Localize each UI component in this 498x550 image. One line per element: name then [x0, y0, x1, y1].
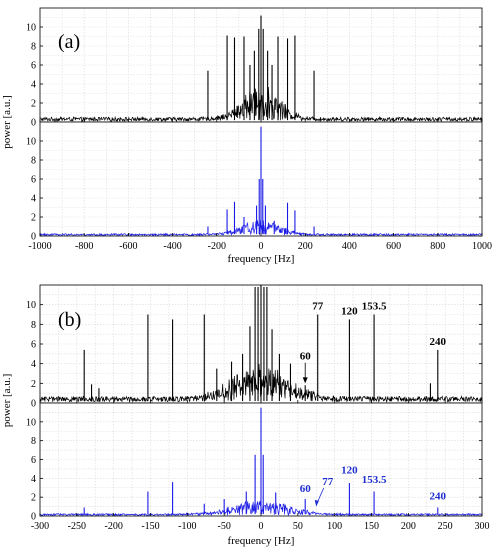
y-tick-label: 10 — [26, 137, 36, 148]
y-tick-label: 4 — [31, 359, 36, 370]
annotation-bottom-153.5: 153.5 — [362, 474, 387, 486]
y-tick-label: 6 — [31, 175, 36, 186]
y-axis-label: power [a.u.] — [1, 374, 13, 427]
x-tick-label: -800 — [75, 241, 93, 252]
annotation-arrowhead — [314, 499, 319, 507]
y-tick-label: 4 — [31, 474, 36, 485]
y-axis-label: power [a.u.] — [1, 95, 13, 148]
chart-panel-a: 0 2 4 6 8 10 0 2 4 6 8 10 -1000 -800 -600 -400 -200 0 200 4… — [1, 7, 492, 265]
x-tick-label: 600 — [386, 241, 401, 252]
annotation-top-240: 240 — [430, 336, 447, 348]
x-axis-label: frequency [Hz] — [228, 535, 295, 547]
subplot-bottom: 0 2 4 6 8 10 — [26, 402, 483, 523]
annotation-bottom-240: 240 — [430, 491, 447, 503]
subplot-top: 0 2 4 6 8 10 — [26, 7, 483, 129]
x-axis-label: frequency [Hz] — [228, 253, 295, 265]
annotation-bottom-120: 120 — [341, 464, 358, 476]
x-tick-label: 50 — [293, 521, 303, 532]
x-tick-label: 400 — [342, 241, 357, 252]
y-tick-label: 6 — [31, 455, 36, 466]
y-tick-label: 2 — [31, 493, 36, 504]
x-tick-label: 300 — [475, 521, 490, 532]
x-tick-label: -50 — [217, 521, 230, 532]
y-tick-label: 2 — [31, 99, 36, 110]
y-tick-label: 10 — [26, 417, 36, 428]
x-tick-label: 200 — [401, 521, 416, 532]
subplot-bottom: 0 2 4 6 8 10 — [26, 121, 483, 243]
x-tick-label: 150 — [364, 521, 379, 532]
x-tick-label: -100 — [178, 521, 196, 532]
y-tick-label: 4 — [31, 80, 36, 91]
subplot-top: 0 2 4 6 8 10 — [26, 284, 483, 410]
x-tick-label: 800 — [430, 241, 445, 252]
x-tick-label: 0 — [259, 241, 264, 252]
annotation-arrowhead — [302, 377, 308, 384]
x-tick-label: -300 — [31, 521, 49, 532]
y-tick-label: 2 — [31, 379, 36, 390]
y-tick-label: 8 — [31, 436, 36, 447]
x-tick-label: -600 — [119, 241, 137, 252]
x-tick-label: -400 — [163, 241, 181, 252]
annotation-top-153.5: 153.5 — [362, 301, 387, 313]
y-tick-label: 8 — [31, 320, 36, 331]
x-tick-label: 200 — [298, 241, 313, 252]
x-tick-label: 0 — [259, 521, 264, 532]
x-tick-label: -200 — [208, 241, 226, 252]
y-tick-label: 0 — [31, 512, 36, 523]
y-tick-label: 0 — [31, 399, 36, 410]
y-tick-label: 6 — [31, 61, 36, 72]
y-tick-label: 0 — [31, 118, 36, 129]
y-tick-label: 2 — [31, 213, 36, 224]
annotation-bottom-60: 60 — [300, 483, 312, 495]
x-tick-label: -150 — [141, 521, 159, 532]
annotation-top-60: 60 — [300, 351, 312, 363]
x-tick-label: -250 — [68, 521, 86, 532]
annotation-bottom-77: 77 — [322, 476, 334, 488]
y-tick-label: 6 — [31, 340, 36, 351]
annotation-top-120: 120 — [341, 305, 358, 317]
y-tick-label: 10 — [26, 300, 36, 311]
annotation-top-77: 77 — [312, 301, 324, 313]
y-tick-label: 8 — [31, 156, 36, 167]
x-tick-label: -200 — [104, 521, 122, 532]
y-tick-label: 10 — [26, 23, 36, 34]
x-tick-label: 100 — [327, 521, 342, 532]
panel-label: (a) — [58, 31, 80, 53]
panel-label: (b) — [58, 309, 81, 331]
y-tick-label: 0 — [31, 232, 36, 243]
x-tick-label: -1000 — [28, 241, 51, 252]
x-tick-label: 1000 — [472, 241, 492, 252]
y-tick-label: 8 — [31, 42, 36, 53]
x-tick-label: 250 — [438, 521, 453, 532]
y-tick-label: 4 — [31, 194, 36, 205]
